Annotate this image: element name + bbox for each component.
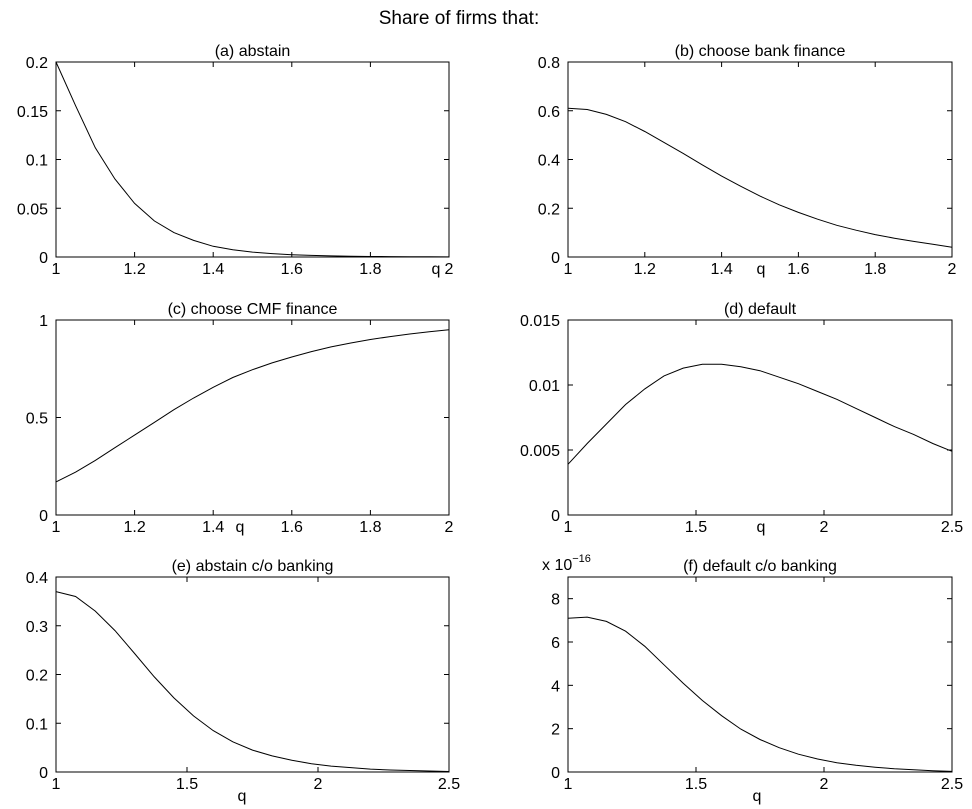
y-tick-label: 0.005	[520, 443, 560, 460]
panel-title: (f) default c/o banking	[683, 558, 837, 575]
x-axis-label: q	[757, 519, 766, 536]
x-tick-label: 2	[948, 261, 957, 278]
x-tick-label: 1	[564, 776, 573, 793]
y-tick-label: 0.1	[26, 153, 48, 170]
x-axis-label: q	[238, 788, 247, 805]
plot-frame	[567, 319, 953, 516]
series-line	[567, 363, 953, 465]
panel-title: (e) abstain c/o banking	[172, 558, 334, 575]
x-tick-label: 1.2	[123, 261, 145, 278]
y-tick-label: 0.1	[26, 716, 48, 733]
exponent-power: −16	[572, 553, 591, 565]
y-tick-label: 0	[551, 765, 560, 782]
y-tick-label: 0	[39, 508, 48, 525]
panel-title: (b) choose bank finance	[675, 43, 846, 60]
x-tick-label: 1.5	[176, 776, 198, 793]
y-tick-label: 0.4	[538, 153, 560, 170]
x-tick-label: 2.5	[438, 776, 460, 793]
x-tick-label: 1	[52, 776, 61, 793]
x-tick-label: 1.2	[634, 261, 656, 278]
x-tick-label: 1	[52, 519, 61, 536]
figure-suptitle: Share of firms that:	[379, 8, 540, 29]
y-tick-label: 0.8	[538, 55, 560, 72]
y-tick-label: 0	[39, 250, 48, 267]
y-tick-label: 4	[551, 678, 560, 695]
x-tick-label: 1.5	[685, 519, 707, 536]
x-tick-label: 1.8	[359, 519, 381, 536]
series-line	[55, 61, 450, 258]
y-tick-label: 0.4	[26, 570, 48, 587]
x-tick-label: 1.6	[281, 519, 303, 536]
panel-title: (d) default	[724, 301, 797, 318]
panels: (a) abstain 1 1.2 1.4 1.6 1.8 2 0 0.05 0.1 0.15 0.2…	[17, 43, 963, 805]
panel-title: (a) abstain	[215, 43, 291, 60]
y-tick-label: 0.3	[26, 619, 48, 636]
x-axis-label: q	[753, 788, 762, 805]
x-tick-label: 1.4	[202, 261, 224, 278]
x-tick-label: 2	[445, 519, 454, 536]
y-tick-label: 0.6	[538, 104, 560, 121]
series-line	[55, 329, 450, 483]
exponent-base: x 10	[542, 557, 572, 574]
y-tick-label: 0.01	[529, 378, 560, 395]
panel-6: (f) default c/o banking 1 1.5 2 2.5 0 2 4 6 8 q x 1…	[542, 553, 963, 805]
panel-5: (e) abstain c/o banking 1 1.5 2 2.5 0 0.1 0.2 0.…	[26, 558, 460, 805]
panel-4: (d) default 1 1.5 2 2.5 0 0.005 0.01 0.015 q	[520, 301, 963, 536]
series-line	[55, 591, 450, 772]
y-tick-label: 0.05	[17, 201, 48, 218]
series-line	[567, 616, 953, 772]
y-tick-label: 0.015	[520, 313, 560, 330]
x-tick-label: 1.2	[123, 519, 145, 536]
x-tick-label: 2	[820, 776, 829, 793]
x-tick-label: 1	[564, 261, 573, 278]
plot-frame	[567, 61, 953, 258]
y-tick-label: 0	[39, 765, 48, 782]
x-axis-label: q	[757, 261, 766, 278]
series-line	[567, 107, 953, 248]
y-tick-label: 6	[551, 635, 560, 652]
plot-frame	[567, 576, 953, 773]
y-tick-label: 0.2	[538, 201, 560, 218]
plot-frame	[55, 576, 450, 773]
y-tick-label: 0	[551, 508, 560, 525]
x-tick-label: 1	[52, 261, 61, 278]
y-tick-label: 0	[551, 250, 560, 267]
y-axis-exponent: x 10−16	[542, 553, 591, 574]
x-tick-label: 2.5	[941, 776, 963, 793]
x-tick-label: 1.6	[281, 261, 303, 278]
panel-title: (c) choose CMF finance	[168, 301, 338, 318]
y-tick-label: 1	[39, 313, 48, 330]
plot-frame	[55, 319, 450, 516]
x-tick-label: 1	[564, 519, 573, 536]
x-tick-label: 1.8	[359, 261, 381, 278]
y-tick-label: 0.5	[26, 411, 48, 428]
y-tick-label: 0.2	[26, 55, 48, 72]
panel-3: (c) choose CMF finance 1 1.2 1.4 1.6 1.8 2 0 0.5…	[26, 301, 454, 536]
y-tick-label: 8	[551, 592, 560, 609]
plot-frame	[55, 61, 450, 258]
x-tick-label: 2	[820, 519, 829, 536]
x-tick-label: 1.4	[710, 261, 732, 278]
x-tick-label: 1.4	[202, 519, 224, 536]
panel-1: (a) abstain 1 1.2 1.4 1.6 1.8 2 0 0.05 0.1 0.15 0.2…	[17, 43, 454, 278]
x-tick-label: 2.5	[941, 519, 963, 536]
x-tick-label: 2	[445, 261, 454, 278]
x-tick-label: 1.8	[864, 261, 886, 278]
panel-2: (b) choose bank finance 1 1.2 1.4 1.6 1.8 2 0 0.…	[538, 43, 957, 278]
y-tick-label: 2	[551, 722, 560, 739]
x-axis-label: q	[236, 519, 245, 536]
x-axis-label: q	[432, 261, 441, 278]
x-tick-label: 2	[314, 776, 323, 793]
x-tick-label: 1.5	[685, 776, 707, 793]
y-tick-label: 0.2	[26, 668, 48, 685]
x-tick-label: 1.6	[787, 261, 809, 278]
y-tick-label: 0.15	[17, 104, 48, 121]
